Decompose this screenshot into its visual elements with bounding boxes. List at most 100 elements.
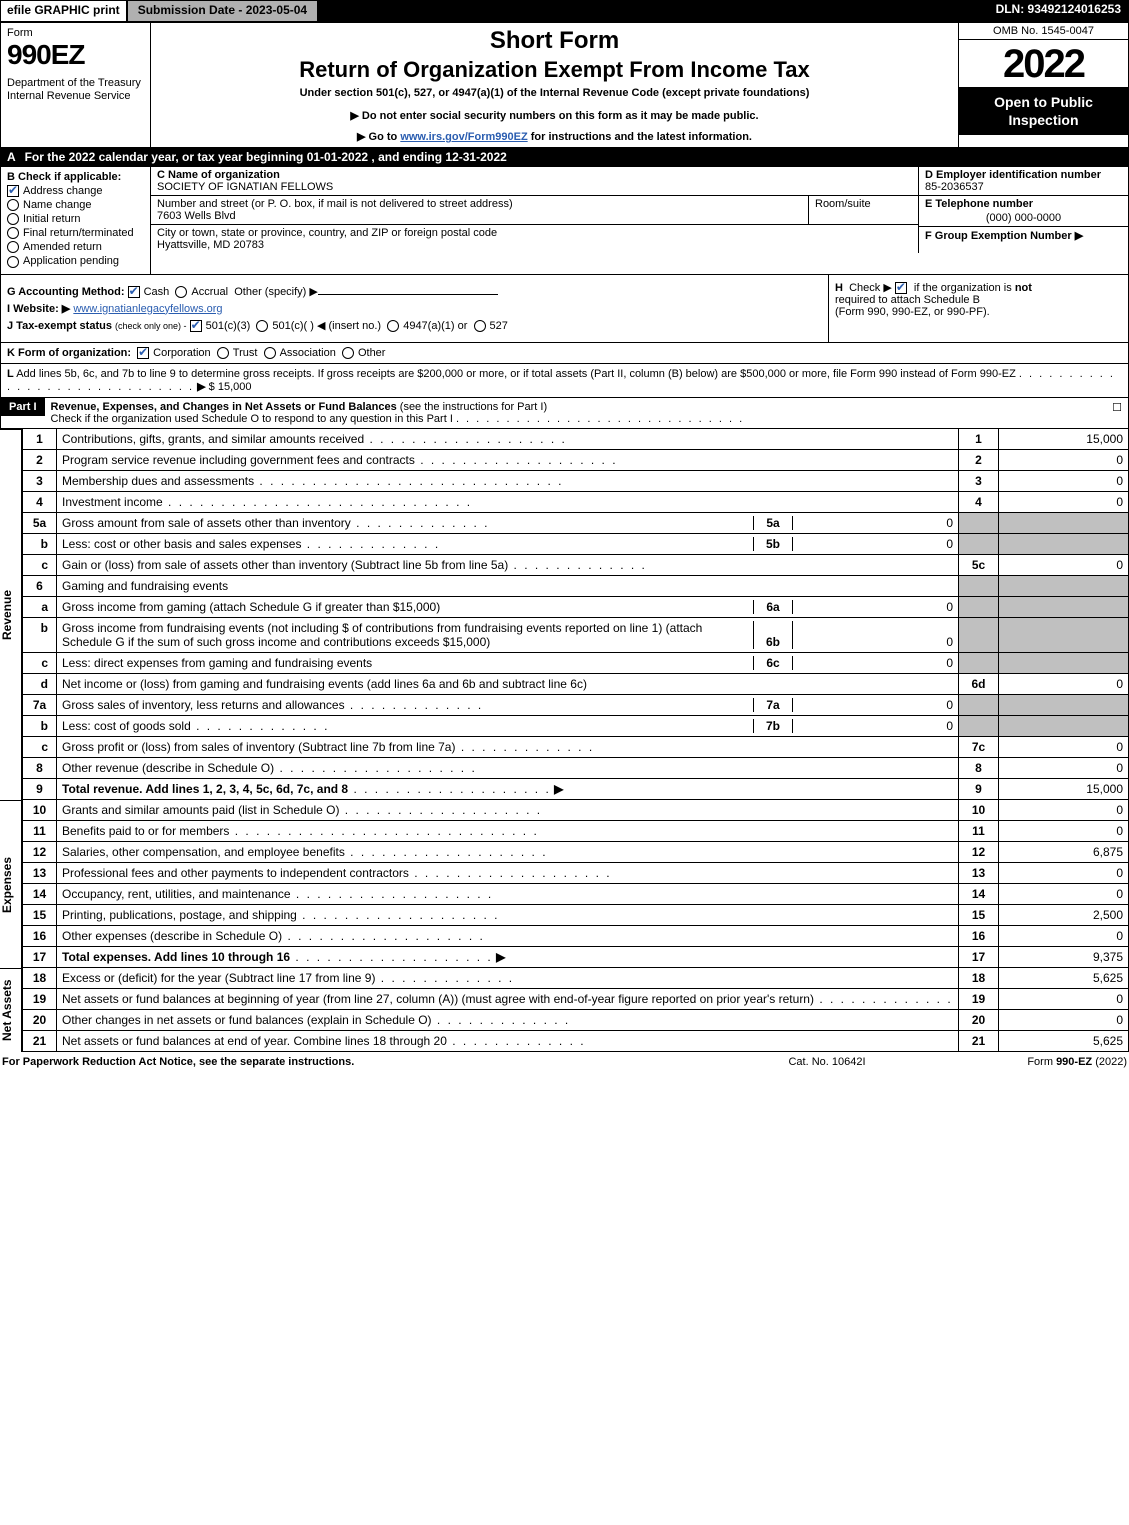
dots bbox=[191, 719, 330, 733]
line-rn: 20 bbox=[959, 1009, 999, 1030]
line-num: 4 bbox=[23, 491, 57, 512]
sub-val: 0 bbox=[793, 600, 953, 614]
chk-name-change[interactable]: Name change bbox=[7, 199, 144, 211]
line-5b: b Less: cost or other basis and sales ex… bbox=[23, 533, 1129, 554]
efile-print-button[interactable]: efile GRAPHIC print bbox=[0, 0, 127, 22]
line-amt: 0 bbox=[999, 757, 1129, 778]
i-label: I Website: ▶ bbox=[7, 303, 70, 315]
dots bbox=[163, 495, 472, 509]
i-line: I Website: ▶ www.ignatianlegacyfellows.o… bbox=[7, 302, 822, 315]
line-20: 20 Other changes in net assets or fund b… bbox=[23, 1009, 1129, 1030]
line-num: 3 bbox=[23, 470, 57, 491]
checkbox-icon bbox=[7, 241, 19, 253]
chk-527[interactable] bbox=[474, 320, 486, 332]
netassets-table: 18 Excess or (deficit) for the year (Sub… bbox=[22, 968, 1129, 1052]
line-amt: 0 bbox=[999, 449, 1129, 470]
line-rn: 14 bbox=[959, 883, 999, 904]
line-num: 18 bbox=[23, 968, 57, 989]
grey-cell bbox=[959, 512, 999, 533]
line-desc: Program service revenue including govern… bbox=[62, 453, 415, 467]
h-box: H Check ▶ if the organization is not req… bbox=[828, 275, 1128, 342]
chk-final-return[interactable]: Final return/terminated bbox=[7, 227, 144, 239]
g-label: G Accounting Method: bbox=[7, 286, 125, 298]
line-desc: Other changes in net assets or fund bala… bbox=[62, 1013, 432, 1027]
line-num: 15 bbox=[23, 904, 57, 925]
chk-application-pending[interactable]: Application pending bbox=[7, 255, 144, 267]
sub-key: 5a bbox=[753, 516, 793, 530]
grey-cell bbox=[999, 512, 1129, 533]
other-specify-input[interactable] bbox=[318, 294, 498, 295]
footer-right-post: (2022) bbox=[1092, 1056, 1127, 1068]
line-6c: c Less: direct expenses from gaming and … bbox=[23, 652, 1129, 673]
l-label: L bbox=[7, 368, 14, 380]
arrow-icon: ▶ bbox=[197, 381, 205, 393]
chk-4947[interactable] bbox=[387, 320, 399, 332]
dots bbox=[375, 971, 514, 985]
sub-key: 7a bbox=[753, 698, 793, 712]
line-rn: 13 bbox=[959, 862, 999, 883]
chk-association[interactable] bbox=[264, 347, 276, 359]
h-t4: required to attach Schedule B bbox=[835, 294, 980, 306]
chk-address-change[interactable]: Address change bbox=[7, 185, 144, 197]
header-left: Form 990EZ Department of the Treasury In… bbox=[1, 23, 151, 147]
expenses-table: 10 Grants and similar amounts paid (list… bbox=[22, 800, 1129, 968]
line-amt: 6,875 bbox=[999, 841, 1129, 862]
chk-cash[interactable] bbox=[128, 286, 140, 298]
row-l: L Add lines 5b, 6c, and 7b to line 9 to … bbox=[0, 364, 1129, 398]
part-i-checkbox[interactable]: ☐ bbox=[1094, 398, 1128, 417]
website-link[interactable]: www.ignatianlegacyfellows.org bbox=[73, 303, 222, 315]
line-15: 15 Printing, publications, postage, and … bbox=[23, 904, 1129, 925]
line-rn: 21 bbox=[959, 1030, 999, 1051]
dots bbox=[274, 761, 477, 775]
line-num: 5a bbox=[23, 512, 57, 533]
dots bbox=[364, 432, 567, 446]
expenses-vlabel: Expenses bbox=[0, 800, 22, 968]
line-8: 8 Other revenue (describe in Schedule O)… bbox=[23, 757, 1129, 778]
irs-link[interactable]: www.irs.gov/Form990EZ bbox=[400, 131, 527, 143]
chk-501c3[interactable] bbox=[190, 320, 202, 332]
k-corp: Corporation bbox=[153, 347, 210, 359]
chk-501c[interactable] bbox=[256, 320, 268, 332]
checkbox-icon bbox=[7, 227, 19, 239]
line-amt: 0 bbox=[999, 736, 1129, 757]
line-rn: 5c bbox=[959, 554, 999, 575]
chk-accrual[interactable] bbox=[175, 286, 187, 298]
h-not: not bbox=[1015, 282, 1032, 294]
omb-number: OMB No. 1545-0047 bbox=[959, 23, 1128, 40]
g-line: G Accounting Method: Cash Accrual Other … bbox=[7, 285, 822, 298]
c-street-label: Number and street (or P. O. box, if mail… bbox=[157, 198, 513, 210]
chk-trust[interactable] bbox=[217, 347, 229, 359]
checkbox-icon bbox=[7, 256, 19, 268]
row-a-label: A bbox=[7, 150, 15, 164]
line-13: 13 Professional fees and other payments … bbox=[23, 862, 1129, 883]
e-label: E Telephone number bbox=[925, 198, 1033, 210]
line-19: 19 Net assets or fund balances at beginn… bbox=[23, 988, 1129, 1009]
ghij-left: G Accounting Method: Cash Accrual Other … bbox=[1, 275, 828, 342]
telephone: (000) 000-0000 bbox=[925, 212, 1122, 224]
line-desc: Total revenue. Add lines 1, 2, 3, 4, 5c,… bbox=[62, 782, 348, 796]
dots bbox=[297, 908, 500, 922]
line-desc: Salaries, other compensation, and employ… bbox=[62, 845, 345, 859]
line-amt: 2,500 bbox=[999, 904, 1129, 925]
line-amt: 0 bbox=[999, 554, 1129, 575]
dots bbox=[339, 803, 542, 817]
grey-cell bbox=[959, 617, 999, 652]
chk-other[interactable] bbox=[342, 347, 354, 359]
chk-h[interactable] bbox=[895, 282, 907, 294]
chk-initial-return[interactable]: Initial return bbox=[7, 213, 144, 225]
short-form-title: Short Form bbox=[157, 27, 952, 55]
chk-amended-return[interactable]: Amended return bbox=[7, 241, 144, 253]
checkbox-icon bbox=[7, 185, 19, 197]
sub-key: 6b bbox=[753, 621, 793, 649]
col-cdef: C Name of organization SOCIETY OF IGNATI… bbox=[151, 167, 1128, 274]
netassets-section: Net Assets 18 Excess or (deficit) for th… bbox=[0, 968, 1129, 1052]
line-12: 12 Salaries, other compensation, and emp… bbox=[23, 841, 1129, 862]
chk-corporation[interactable] bbox=[137, 347, 149, 359]
line-desc: Net assets or fund balances at beginning… bbox=[62, 992, 814, 1006]
sub-val: 0 bbox=[793, 656, 953, 670]
dots bbox=[345, 845, 548, 859]
line-desc: Gain or (loss) from sale of assets other… bbox=[62, 558, 508, 572]
grey-cell bbox=[999, 575, 1129, 596]
grey-cell bbox=[959, 575, 999, 596]
row-a: A For the 2022 calendar year, or tax yea… bbox=[0, 148, 1129, 167]
